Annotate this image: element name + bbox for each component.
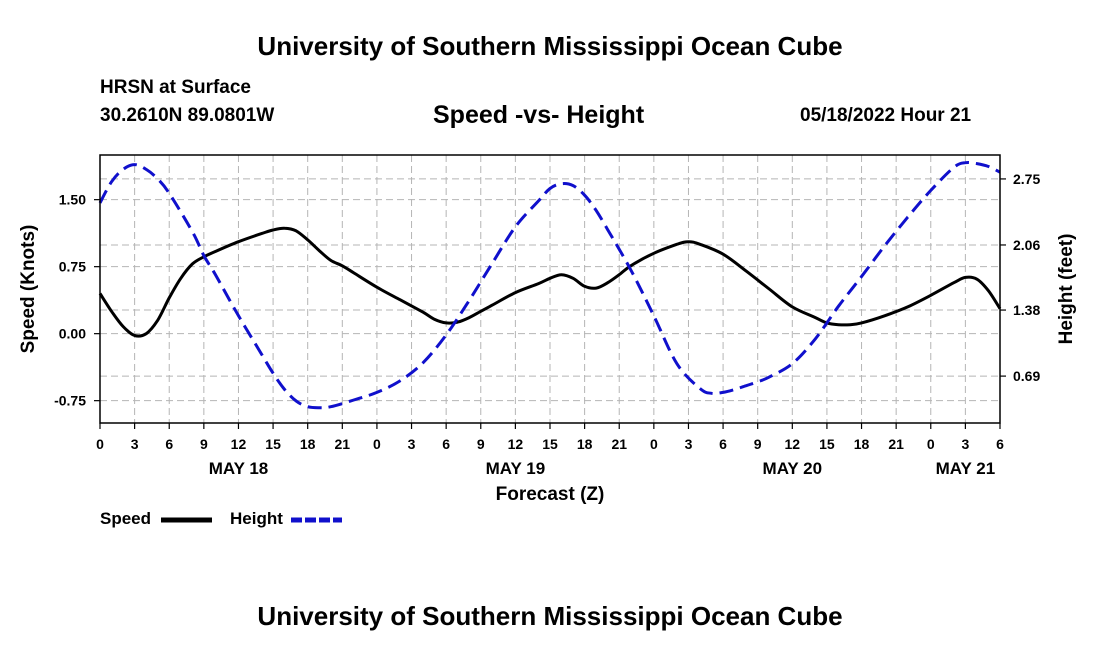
left-y-axis-title: Speed (Knots) xyxy=(18,225,39,354)
x-tick-label: 12 xyxy=(231,436,247,452)
right-y-axis-title: Height (feet) xyxy=(1056,234,1077,345)
x-tick-label: 6 xyxy=(165,436,173,452)
left-y-tick-label: 0.00 xyxy=(59,326,86,342)
x-tick-label: 3 xyxy=(961,436,969,452)
x-tick-label: 15 xyxy=(542,436,558,452)
right-y-tick-label: 2.06 xyxy=(1013,237,1040,253)
left-y-tick-labels: -0.75 0.00 0.75 1.50 xyxy=(54,192,86,409)
day-label: MAY 19 xyxy=(486,459,546,478)
day-label: MAY 21 xyxy=(936,459,996,478)
x-tick-label: 21 xyxy=(335,436,351,452)
x-tick-label: 0 xyxy=(96,436,104,452)
main-title: University of Southern Mississippi Ocean… xyxy=(257,31,843,61)
footer-title: University of Southern Mississippi Ocean… xyxy=(257,601,843,631)
day-label: MAY 20 xyxy=(763,459,823,478)
x-tick-label: 9 xyxy=(200,436,208,452)
x-tick-labels: 0 3 6 9 12 15 18 21 0 3 6 9 12 15 18 21 0 3 6 9 12 15 18 21 0 3 6 xyxy=(96,436,1004,452)
x-tick-label: 6 xyxy=(996,436,1004,452)
x-tick-label: 12 xyxy=(785,436,801,452)
legend-speed-label: Speed xyxy=(100,509,152,528)
x-tick-label: 3 xyxy=(685,436,693,452)
station-label: HRSN at Surface xyxy=(100,77,251,98)
series-line-speed xyxy=(98,226,1002,338)
x-tick-label: 3 xyxy=(131,436,139,452)
x-tick-label: 15 xyxy=(819,436,835,452)
x-axis-title: Forecast (Z) xyxy=(496,484,605,505)
series-line-height xyxy=(98,160,1001,410)
x-tick-label: 3 xyxy=(408,436,416,452)
x-tick-label: 6 xyxy=(442,436,450,452)
right-y-tick-label: 1.38 xyxy=(1013,302,1040,318)
x-tick-label: 0 xyxy=(373,436,381,452)
forecast-datetime: 05/18/2022 Hour 21 xyxy=(800,105,972,126)
chart-subtitle: Speed -vs- Height xyxy=(433,101,645,129)
x-tick-label: 21 xyxy=(611,436,627,452)
chart-grid xyxy=(100,155,1000,423)
legend-height-label: Height xyxy=(230,509,283,528)
left-y-tick-label: 0.75 xyxy=(59,259,86,275)
left-y-tick-label: 1.50 xyxy=(59,192,86,208)
station-coordinates: 30.2610N 89.0801W xyxy=(100,105,275,126)
right-y-tick-label: 2.75 xyxy=(1013,171,1040,187)
day-labels: MAY 18 MAY 19 MAY 20 MAY 21 xyxy=(209,459,995,478)
x-tick-label: 9 xyxy=(477,436,485,452)
x-tick-label: 21 xyxy=(888,436,904,452)
x-tick-label: 6 xyxy=(719,436,727,452)
x-tick-label: 0 xyxy=(650,436,658,452)
axis-ticks xyxy=(94,178,1006,429)
x-tick-label: 9 xyxy=(754,436,762,452)
series-layer xyxy=(98,160,1002,410)
x-tick-label: 18 xyxy=(577,436,593,452)
x-tick-label: 12 xyxy=(508,436,524,452)
x-tick-label: 0 xyxy=(927,436,935,452)
x-tick-label: 18 xyxy=(854,436,870,452)
right-y-tick-labels: 0.69 1.38 2.06 2.75 xyxy=(1013,171,1040,384)
x-tick-label: 18 xyxy=(300,436,316,452)
left-y-tick-label: -0.75 xyxy=(54,393,86,409)
x-tick-label: 15 xyxy=(265,436,281,452)
day-label: MAY 18 xyxy=(209,459,269,478)
right-y-tick-label: 0.69 xyxy=(1013,368,1040,384)
